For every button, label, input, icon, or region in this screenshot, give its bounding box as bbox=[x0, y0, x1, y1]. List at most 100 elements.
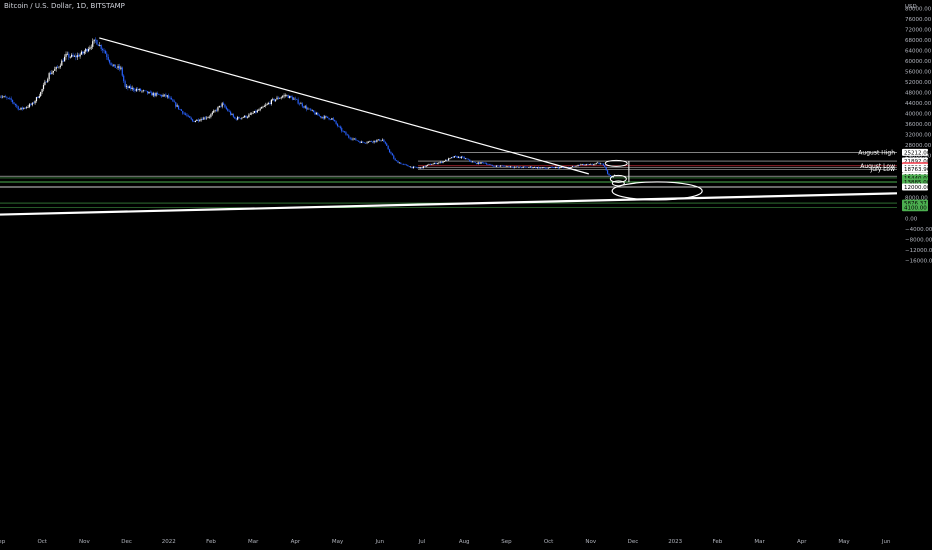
time-tick-label: May bbox=[838, 539, 850, 545]
candle-body bbox=[138, 88, 140, 91]
candle-body bbox=[184, 113, 187, 115]
candle-body bbox=[303, 106, 305, 108]
candle-body bbox=[546, 168, 548, 169]
candle-body bbox=[241, 117, 243, 119]
candle-body bbox=[86, 49, 88, 52]
candle-body bbox=[194, 120, 197, 122]
candle-body bbox=[439, 161, 441, 163]
price-tick-label: 56000.00 bbox=[905, 70, 932, 76]
time-tick-label: May bbox=[332, 539, 344, 545]
candle-body bbox=[128, 86, 130, 89]
candle-body bbox=[574, 166, 576, 167]
target-ellipse bbox=[604, 159, 628, 167]
candle-body bbox=[294, 98, 296, 100]
candle-body bbox=[85, 49, 87, 52]
price-tick-label: 60000.00 bbox=[905, 59, 932, 65]
candle-body bbox=[388, 149, 391, 153]
candle-body bbox=[578, 164, 581, 166]
candle-body bbox=[172, 99, 174, 102]
candle-body bbox=[26, 107, 28, 108]
price-tag-label: 13885.00 bbox=[904, 180, 931, 186]
candle-body bbox=[428, 164, 430, 165]
candle-body bbox=[90, 46, 92, 48]
candle-body bbox=[283, 95, 285, 97]
candle-body bbox=[403, 163, 405, 165]
candle-body bbox=[71, 54, 73, 57]
candle-body bbox=[59, 65, 61, 67]
level-annotation: August Low bbox=[860, 163, 895, 170]
candle-body bbox=[75, 56, 77, 58]
candle-body bbox=[365, 142, 367, 144]
time-axis[interactable]: Sep Oct Nov Dec 2022 Feb Mar Apr May Jun Jul Aug Sep… bbox=[0, 539, 891, 545]
price-tick-label: 68000.00 bbox=[905, 38, 932, 44]
candle-body bbox=[532, 167, 534, 169]
candle-body bbox=[342, 131, 344, 132]
candle-body bbox=[82, 51, 84, 54]
candle-body bbox=[176, 105, 178, 107]
candle-body bbox=[40, 92, 42, 96]
candle-body bbox=[431, 164, 433, 166]
candle-body bbox=[353, 138, 355, 140]
price-tag bbox=[902, 183, 928, 191]
time-tick-label: Oct bbox=[544, 539, 554, 545]
candle-body bbox=[304, 106, 306, 108]
candle-body bbox=[438, 162, 440, 164]
candle-body bbox=[275, 99, 277, 101]
candle-body bbox=[238, 117, 240, 119]
candle-body bbox=[373, 140, 375, 143]
candle-body bbox=[80, 51, 83, 55]
candle-body bbox=[308, 108, 310, 110]
candle-body bbox=[411, 166, 413, 169]
candle-body bbox=[182, 110, 184, 114]
level-annotation: July Low bbox=[869, 166, 895, 173]
candle-body bbox=[345, 132, 347, 135]
time-tick-label: Dec bbox=[121, 539, 132, 545]
candle-body bbox=[204, 117, 206, 119]
candle-body bbox=[260, 107, 263, 109]
time-tick-label: Feb bbox=[713, 539, 723, 545]
candle-body bbox=[576, 165, 578, 167]
candle-body bbox=[120, 67, 122, 69]
candle-body bbox=[213, 110, 215, 113]
candle-body bbox=[521, 167, 523, 168]
time-tick-label: Sep bbox=[0, 539, 6, 545]
candle-body bbox=[594, 163, 596, 165]
candle-body bbox=[290, 95, 292, 98]
candle-body bbox=[429, 164, 431, 165]
candle-body bbox=[127, 86, 129, 89]
price-tag-label: 25212.00 bbox=[904, 150, 931, 156]
time-tick-label: Jun bbox=[881, 539, 891, 545]
candle-body bbox=[507, 166, 509, 167]
candle-body bbox=[407, 165, 409, 167]
candle-body bbox=[456, 156, 458, 158]
candle-body bbox=[487, 164, 489, 166]
candle-body bbox=[329, 119, 332, 120]
candle-body bbox=[279, 98, 281, 99]
candle-body bbox=[449, 157, 451, 159]
candle-body bbox=[421, 167, 423, 169]
candle-body bbox=[547, 167, 550, 169]
candle-body bbox=[563, 167, 565, 169]
candle-body bbox=[4, 96, 7, 98]
candle-body bbox=[445, 159, 447, 162]
candle-body bbox=[137, 89, 139, 91]
candle-body bbox=[498, 165, 500, 167]
candle-body bbox=[459, 156, 461, 159]
candle-body bbox=[132, 87, 135, 91]
long-term-trend-line bbox=[0, 192, 898, 216]
candle-body bbox=[214, 110, 216, 111]
candle-body bbox=[106, 53, 108, 58]
candle-body bbox=[239, 118, 242, 119]
price-tick-label: 8000.00 bbox=[905, 196, 928, 202]
candle-body bbox=[341, 128, 343, 132]
candle-body bbox=[156, 93, 159, 94]
candle-body bbox=[349, 137, 351, 139]
candle-body bbox=[30, 104, 32, 105]
candle-body bbox=[270, 99, 272, 105]
candle-body bbox=[83, 51, 85, 54]
candle-body bbox=[24, 107, 26, 109]
candle-body bbox=[168, 95, 170, 98]
candle-body bbox=[2, 96, 4, 98]
